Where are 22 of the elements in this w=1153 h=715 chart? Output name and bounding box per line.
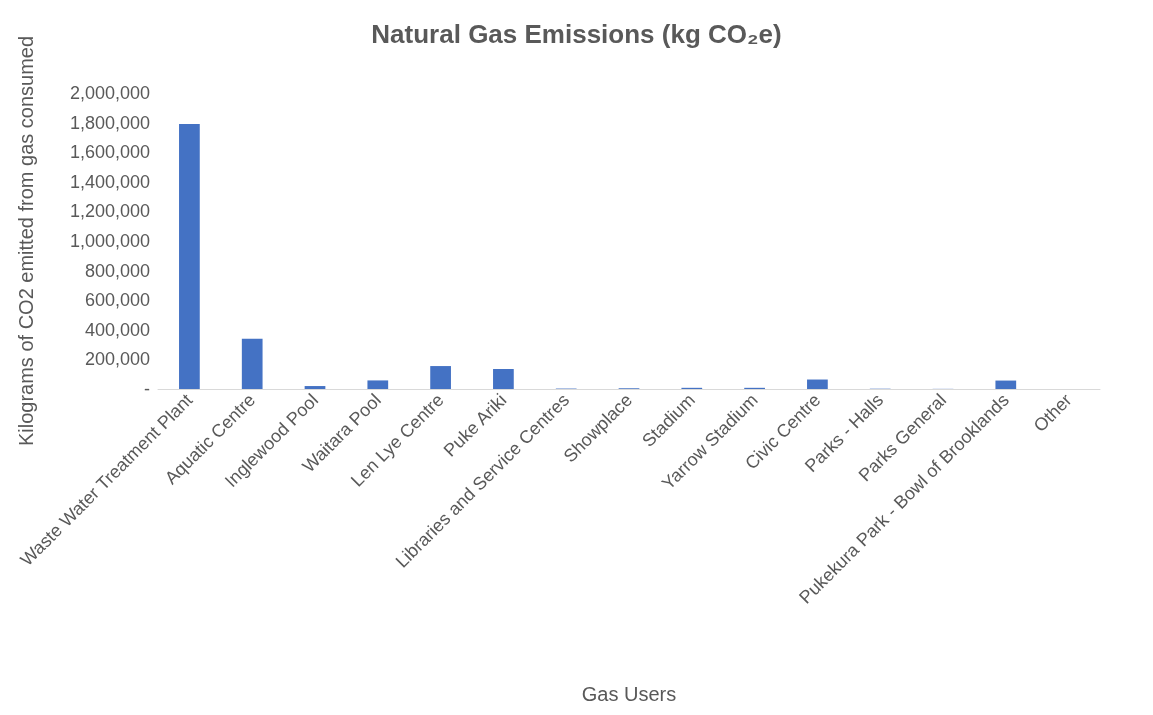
- y-axis-title: Kilograms of CO2 emitted from gas consumed: [15, 35, 37, 447]
- bar: [179, 124, 200, 389]
- bar: [493, 369, 514, 389]
- y-tick-label: 1,200,000: [69, 201, 150, 222]
- y-tick-label: 2,000,000: [69, 83, 150, 103]
- bar: [304, 386, 326, 389]
- y-tick-label: -: [144, 379, 150, 399]
- y-tick-label: 200,000: [84, 349, 150, 370]
- x-axis-title: Gas Users: [581, 683, 677, 705]
- bar: [807, 379, 828, 389]
- y-tick-label: 1,000,000: [69, 231, 150, 251]
- bar: [241, 338, 263, 389]
- y-tick-label: 1,600,000: [69, 142, 150, 163]
- y-tick-label: 800,000: [84, 260, 150, 281]
- y-tick-label: 1,400,000: [69, 171, 150, 192]
- chart-title: Natural Gas Emissions (kg CO₂e): [371, 19, 782, 49]
- y-tick-label: 400,000: [84, 319, 150, 340]
- y-tick-label: 1,800,000: [69, 112, 150, 133]
- bar: [995, 380, 1017, 389]
- bar: [367, 380, 389, 389]
- y-tick-label: 600,000: [84, 290, 150, 311]
- bar: [430, 366, 451, 389]
